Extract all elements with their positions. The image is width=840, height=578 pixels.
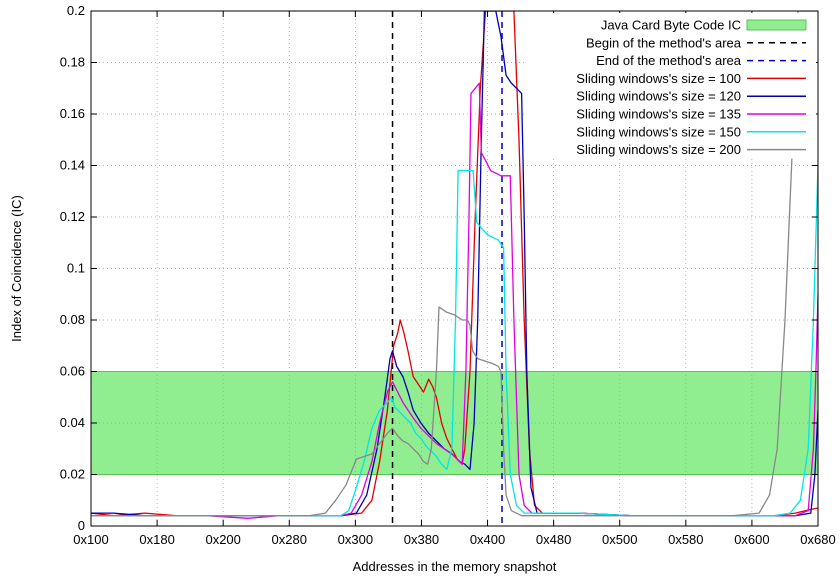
tick-layer: 0 0.02 0.04 0.06 0.08 0.1 0.12 0.14 0.16 0.18 0.2 0…	[60, 3, 836, 547]
legend-background	[526, 13, 816, 159]
x-tick-label: 0x300	[338, 532, 373, 547]
legend: Java Card Byte Code IC Begin of the metho…	[526, 13, 816, 159]
y-tick-label: 0.16	[60, 106, 85, 121]
legend-label: Sliding windows's size = 120	[576, 89, 741, 104]
y-tick-label: 0.06	[60, 364, 85, 379]
x-tick-label: 0x380	[404, 532, 439, 547]
legend-label: Java Card Byte Code IC	[601, 18, 741, 33]
x-tick-label: 0x480	[536, 532, 571, 547]
ic-band	[91, 371, 818, 475]
y-tick-label: 0.18	[60, 55, 85, 70]
x-tick-label: 0x580	[668, 532, 703, 547]
x-tick-label: 0x680	[800, 532, 835, 547]
x-tick-label: 0x400	[470, 532, 505, 547]
x-tick-label: 0x200	[205, 532, 240, 547]
y-tick-label: 0.12	[60, 209, 85, 224]
x-tick-label: 0x280	[272, 532, 307, 547]
y-tick-label: 0.14	[60, 158, 85, 173]
band-layer	[91, 371, 818, 475]
x-tick-label: 0x180	[139, 532, 174, 547]
y-tick-label: 0.02	[60, 467, 85, 482]
y-axis-title: Index of Coincidence (IC)	[9, 195, 24, 342]
series-line	[91, 11, 818, 517]
x-tick-label: 0x100	[73, 532, 108, 547]
legend-label: End of the method's area	[596, 53, 742, 68]
x-tick-label: 0x500	[602, 532, 637, 547]
y-tick-label: 0	[78, 518, 85, 533]
series-line	[91, 165, 818, 517]
legend-label: Begin of the method's area	[586, 35, 742, 50]
y-tick-label: 0.04	[60, 415, 85, 430]
y-tick-label: 0.1	[67, 261, 85, 276]
legend-label: Sliding windows's size = 100	[576, 71, 741, 86]
y-tick-label: 0.2	[67, 3, 85, 18]
vline-layer	[391, 11, 503, 526]
series-layer	[91, 11, 818, 519]
x-tick-label: 0x600	[734, 532, 769, 547]
x-axis-title: Addresses in the memory snapshot	[353, 559, 557, 574]
legend-label: Sliding windows's size = 150	[576, 124, 741, 139]
y-tick-label: 0.08	[60, 312, 85, 327]
legend-label: Sliding windows's size = 135	[576, 107, 741, 122]
legend-swatch	[746, 19, 807, 31]
legend-label: Sliding windows's size = 200	[576, 142, 741, 157]
